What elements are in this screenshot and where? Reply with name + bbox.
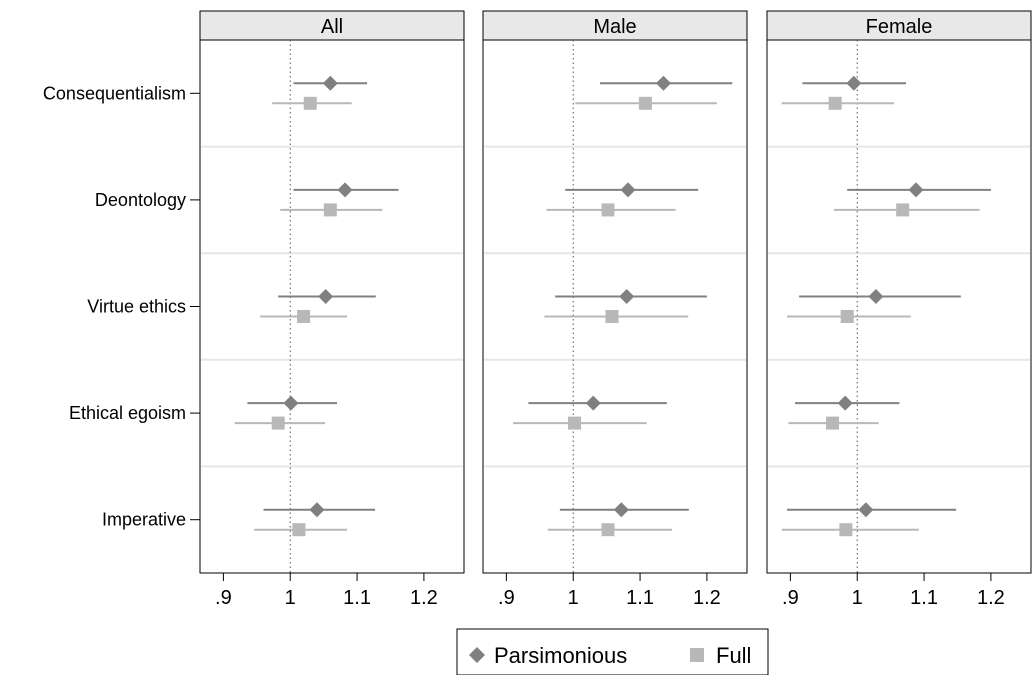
point-parsimonious-virtue-ethics xyxy=(318,289,334,304)
panel-title-male: Male xyxy=(593,16,636,38)
x-tick-label: .9 xyxy=(215,587,232,609)
x-tick-label: 1.1 xyxy=(626,587,654,609)
legend-label-full: Full xyxy=(716,643,751,668)
point-parsimonious-deontology xyxy=(337,182,353,198)
x-tick-label: 1 xyxy=(568,587,579,609)
point-full-ethical-egoism xyxy=(825,416,839,430)
legend-marker-parsimonious xyxy=(469,647,485,663)
panel-frame-male xyxy=(482,39,748,574)
point-full-virtue-ethics xyxy=(840,310,854,323)
panel-frame-all xyxy=(199,39,465,574)
point-full-ethical-egoism xyxy=(568,416,582,430)
point-parsimonious-imperative xyxy=(309,502,325,518)
legend-label-parsimonious: Parsimonious xyxy=(494,643,627,668)
point-full-deontology xyxy=(601,203,615,217)
panel-header-female xyxy=(766,10,1032,41)
category-label-imperative: Imperative xyxy=(102,510,186,530)
panel-male: Male .9 1 1.1 1.2 xyxy=(482,10,748,609)
x-tick-label: 1.1 xyxy=(343,587,371,609)
legend-marker-full xyxy=(690,648,704,662)
point-full-imperative xyxy=(601,523,615,537)
x-tick-label: 1.2 xyxy=(410,587,438,609)
point-full-consequentialism xyxy=(303,96,317,110)
point-parsimonious-deontology xyxy=(620,182,636,198)
panel-header-male xyxy=(482,10,748,41)
x-tick-label: .9 xyxy=(782,587,799,609)
legend-box xyxy=(456,628,769,675)
point-full-virtue-ethics xyxy=(297,310,311,323)
point-parsimonious-consequentialism xyxy=(655,75,671,91)
point-parsimonious-deontology xyxy=(908,182,924,198)
x-tick-label: 1.2 xyxy=(693,587,721,609)
point-full-consequentialism xyxy=(828,96,842,110)
panel-header-all xyxy=(199,10,465,41)
point-parsimonious-consequentialism xyxy=(322,75,338,91)
category-label-ethical-egoism: Ethical egoism xyxy=(69,403,186,423)
point-full-ethical-egoism xyxy=(271,416,285,430)
point-full-imperative xyxy=(839,523,853,537)
point-full-deontology xyxy=(323,203,337,217)
panel-title-female: Female xyxy=(866,16,933,38)
point-parsimonious-ethical-egoism xyxy=(585,395,601,411)
point-parsimonious-virtue-ethics xyxy=(619,289,635,304)
point-parsimonious-imperative xyxy=(613,502,629,518)
point-parsimonious-imperative xyxy=(858,502,874,518)
legend: Parsimonious Full xyxy=(456,628,769,675)
panel-all: All .9 1 1.1 1.2 xyxy=(199,10,465,609)
x-tick-label: 1 xyxy=(285,587,296,609)
category-label-deontology: Deontology xyxy=(95,190,186,210)
x-tick-label: .9 xyxy=(498,587,515,609)
point-full-deontology xyxy=(896,203,910,217)
point-parsimonious-consequentialism xyxy=(846,75,862,91)
point-parsimonious-virtue-ethics xyxy=(868,289,884,304)
point-full-consequentialism xyxy=(638,96,652,110)
category-label-consequentialism: Consequentialism xyxy=(43,83,186,103)
point-parsimonious-ethical-egoism xyxy=(283,395,299,411)
panel-title-all: All xyxy=(321,16,343,38)
x-tick-label: 1.1 xyxy=(910,587,938,609)
panel-frame-female xyxy=(766,39,1032,574)
x-tick-label: 1 xyxy=(852,587,863,609)
category-label-virtue-ethics: Virtue ethics xyxy=(87,297,186,317)
x-tick-label: 1.2 xyxy=(977,587,1005,609)
panel-female: Female .9 1 1.1 1.2 xyxy=(766,10,1032,609)
point-parsimonious-ethical-egoism xyxy=(837,395,853,411)
point-full-imperative xyxy=(292,523,306,537)
point-full-virtue-ethics xyxy=(605,310,619,323)
